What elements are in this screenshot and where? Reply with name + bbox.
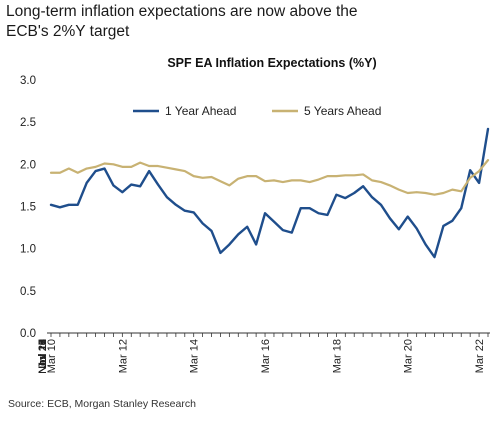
series-layer [49,127,490,259]
x-tick-label: Nov 10 [37,339,49,374]
x-tick-label: Jul 19 [37,339,49,368]
x-tick-label: Nov 14 [37,339,49,374]
x-tick-label: Nov 16 [37,339,49,374]
y-axis: 0.0 0.5 1.0 1.5 2.0 2.5 3.0 [20,75,36,340]
series-line-1-year-ahead [49,127,490,259]
legend-label-1-year-ahead: 1 Year Ahead [165,104,236,118]
x-tick-label: Mar 20 [403,339,415,373]
y-tick-label: 0.5 [20,286,36,298]
x-tick-label: Jul 21 [37,339,49,368]
x-tick-label: Jul 15 [37,339,49,368]
x-tick-label: Mar 16 [260,339,272,373]
x-tick-label: Nov 20 [37,339,49,374]
y-tick-label: 3.0 [20,75,36,87]
x-tick-label: Mar 22 [474,339,486,373]
x-tick-label: Jul 13 [37,339,49,368]
source-note: Source: ECB, Morgan Stanley Research [8,398,196,410]
x-tick-label: Mar 10 [46,339,58,373]
y-tick-label: 2.0 [20,159,36,171]
x-tick-label: Mar 12 [117,339,129,373]
chart-headline-line-2: ECB's 2%Y target [6,23,130,40]
chart-title: SPF EA Inflation Expectations (%Y) [167,56,376,70]
y-tick-label: 2.5 [20,117,36,129]
x-tick-label: Nov 12 [37,339,49,374]
x-tick-label: Mar 18 [331,339,343,373]
y-tick-label: 1.5 [20,202,36,214]
legend-label-5-years-ahead: 5 Years Ahead [304,104,381,118]
series-line-5-years-ahead [49,159,490,196]
x-tick-label: Jul 11 [37,339,49,368]
y-tick-label: 0.0 [20,328,36,340]
chart-headline-line-1: Long-term inflation expectations are now… [6,3,358,20]
x-tick-label: Mar 14 [189,339,201,373]
chart-headline: Long-term inflation expectations are now… [6,2,486,42]
y-tick-label: 1.0 [20,244,36,256]
legend: 1 Year Ahead 5 Years Ahead [133,104,381,118]
x-tick-label: Jul 17 [37,339,49,368]
x-tick-label: Nov 18 [37,339,49,374]
